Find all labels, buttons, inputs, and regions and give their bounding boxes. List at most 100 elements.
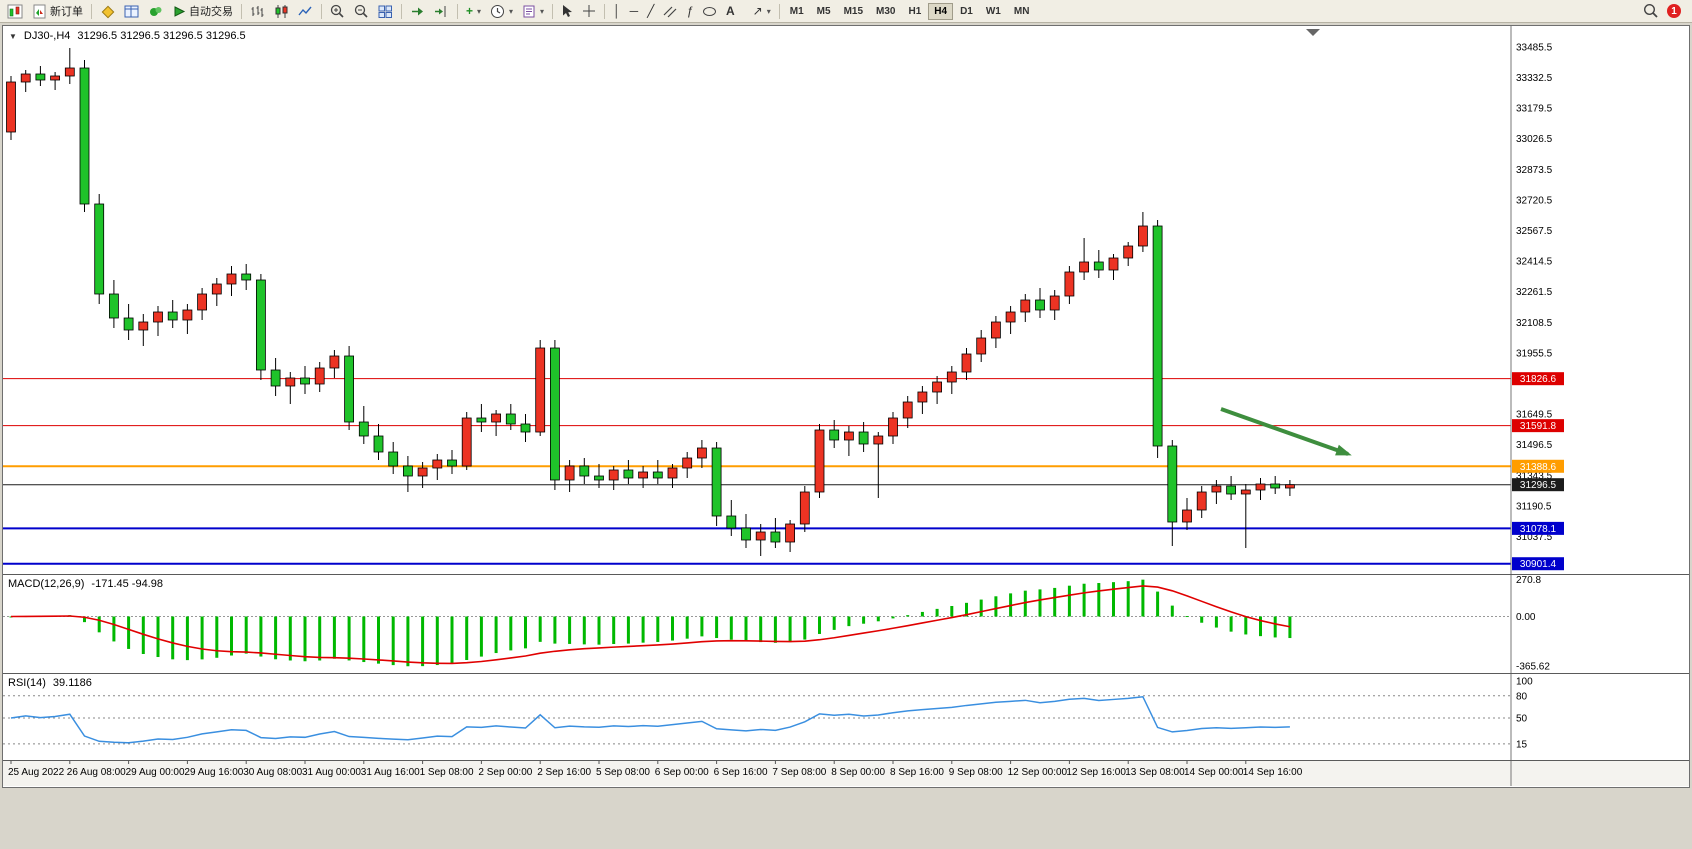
svg-text:80: 80 [1516, 691, 1528, 702]
svg-text:14 Sep 16:00: 14 Sep 16:00 [1243, 767, 1303, 778]
rsi-panel: 100 80 50 15 RSI(14) 39.1186 [3, 673, 1689, 760]
vertical-line-icon: │ [613, 4, 621, 18]
timeframe-m1-button[interactable]: M1 [789, 5, 804, 17]
horizontal-line-button[interactable]: ─ [626, 2, 643, 21]
search-icon[interactable] [1643, 3, 1659, 19]
price-axis[interactable]: 33485.5 33332.5 33179.5 33026.5 32873.5 32720… [1516, 42, 1553, 543]
toolbar-separator [321, 3, 322, 19]
svg-text:31037.5: 31037.5 [1516, 532, 1553, 543]
trendline-button[interactable]: ╱ [643, 2, 658, 21]
autotrading-button[interactable]: 自动交易 [168, 2, 237, 21]
svg-text:32414.5: 32414.5 [1516, 257, 1553, 268]
rsi-axis[interactable]: 100 80 50 15 [1516, 677, 1533, 751]
notification-badge[interactable]: 1 [1667, 4, 1681, 18]
text-button[interactable]: A [722, 2, 739, 21]
macd-chart[interactable]: 270.8 0.00 -365.62 [3, 575, 1691, 673]
svg-text:8 Sep 00:00: 8 Sep 00:00 [831, 767, 885, 778]
macd-title: MACD(12,26,9) -171.45 -94.98 [8, 578, 163, 590]
svg-text:8 Sep 16:00: 8 Sep 16:00 [890, 767, 944, 778]
svg-text:31826.6: 31826.6 [1520, 374, 1557, 385]
chevron-down-icon: ▾ [477, 6, 482, 16]
chart-shift-icon [435, 5, 446, 17]
svg-text:29 Aug 16:00: 29 Aug 16:00 [184, 767, 243, 778]
svg-text:32567.5: 32567.5 [1516, 226, 1553, 237]
metaeditor-icon [101, 5, 115, 18]
chevron-down-icon: ▾ [509, 6, 514, 16]
svg-text:33026.5: 33026.5 [1516, 134, 1553, 145]
svg-text:12 Sep 16:00: 12 Sep 16:00 [1066, 767, 1126, 778]
data-window-button[interactable] [120, 2, 143, 21]
svg-text:270.8: 270.8 [1516, 575, 1541, 586]
zoom-out-button[interactable] [350, 2, 373, 21]
svg-text:14 Sep 00:00: 14 Sep 00:00 [1184, 767, 1244, 778]
chevron-down-icon: ▾ [766, 6, 771, 16]
line-chart-button[interactable] [294, 2, 317, 21]
toolbar-separator [778, 3, 780, 19]
timeframe-mn-button[interactable]: MN [1013, 5, 1030, 17]
svg-text:32873.5: 32873.5 [1516, 165, 1553, 176]
macd-axis[interactable]: 270.8 0.00 -365.62 [1516, 575, 1550, 673]
candles [6, 48, 1295, 556]
svg-text:5 Sep 08:00: 5 Sep 08:00 [596, 767, 650, 778]
periods-button[interactable]: ▾ [486, 2, 517, 21]
svg-text:31078.1: 31078.1 [1520, 524, 1557, 535]
timeframe-m30-button[interactable]: M30 [876, 5, 896, 17]
text-label-button[interactable] [740, 2, 748, 21]
indicators-button[interactable]: + ▾ [462, 2, 485, 21]
vertical-line-button[interactable]: │ [609, 2, 625, 21]
text-icon: A [726, 4, 735, 18]
trend-arrow-annotation[interactable] [1220, 407, 1352, 456]
timeframe-d1-button[interactable]: D1 [960, 5, 973, 17]
toolbar-separator [241, 3, 242, 19]
arrows-button[interactable]: ↗ ▾ [749, 2, 775, 21]
channel-button[interactable] [659, 2, 681, 21]
shapes-button[interactable] [698, 2, 721, 21]
svg-text:9 Sep 08:00: 9 Sep 08:00 [949, 767, 1003, 778]
new-order-label: 新订单 [50, 6, 83, 18]
zoom-in-button[interactable] [326, 2, 349, 21]
time-axis-labels[interactable]: 25 Aug 2022 26 Aug 08:00 29 Aug 00:00 29 Au… [8, 761, 1303, 778]
macd-label: MACD(12,26,9) [8, 578, 85, 590]
svg-text:33332.5: 33332.5 [1516, 73, 1553, 84]
svg-text:6 Sep 16:00: 6 Sep 16:00 [714, 767, 768, 778]
price-chart[interactable]: 33485.5 33332.5 33179.5 33026.5 32873.5 32720… [3, 26, 1691, 574]
toolbar-separator [91, 3, 92, 19]
fibonacci-button[interactable]: ƒ [682, 2, 697, 21]
svg-text:25 Aug 2022: 25 Aug 2022 [8, 767, 65, 778]
chart-shift-button[interactable] [430, 2, 453, 21]
time-axis-panel: 25 Aug 2022 26 Aug 08:00 29 Aug 00:00 29 Au… [3, 760, 1689, 786]
svg-text:2 Sep 00:00: 2 Sep 00:00 [478, 767, 532, 778]
line-chart-icon [298, 6, 312, 15]
templates-button[interactable]: ▾ [518, 2, 548, 21]
chart-symbol-period: DJ30-,H4 [23, 30, 71, 42]
rsi-line [10, 695, 1290, 744]
auto-scroll-button[interactable] [406, 2, 429, 21]
metaeditor-button[interactable] [96, 2, 119, 21]
time-axis[interactable]: 25 Aug 2022 26 Aug 08:00 29 Aug 00:00 29 Au… [3, 761, 1691, 786]
new-order-button[interactable]: 新订单 [28, 2, 87, 21]
chart-shift-marker[interactable] [1306, 29, 1320, 36]
svg-text:7 Sep 08:00: 7 Sep 08:00 [772, 767, 826, 778]
svg-text:0.00: 0.00 [1516, 612, 1536, 623]
timeframe-h4-button[interactable]: H4 [928, 2, 954, 20]
cursor-button[interactable] [557, 2, 577, 21]
bar-chart-button[interactable] [246, 2, 269, 21]
candlestick-chart-button[interactable] [270, 2, 293, 21]
rsi-chart[interactable]: 100 80 50 15 [3, 674, 1691, 760]
new-chart-button[interactable] [3, 2, 27, 21]
svg-text:26 Aug 08:00: 26 Aug 08:00 [67, 767, 126, 778]
timeframe-m15-button[interactable]: M15 [843, 5, 864, 17]
community-button[interactable] [144, 2, 167, 21]
svg-text:100: 100 [1516, 677, 1533, 688]
timeframe-w1-button[interactable]: W1 [985, 5, 1001, 17]
data-window-icon [124, 5, 139, 17]
tile-windows-button[interactable] [374, 2, 397, 21]
timeframe-m5-button[interactable]: M5 [816, 5, 831, 17]
svg-text:32108.5: 32108.5 [1516, 318, 1553, 329]
zoom-in-icon [330, 4, 344, 18]
timeframe-h1-button[interactable]: H1 [908, 5, 922, 17]
crosshair-button[interactable] [578, 2, 600, 21]
channel-icon [663, 6, 677, 18]
one-click-trading-toggle[interactable]: ▼ [9, 31, 17, 41]
auto-scroll-icon [412, 7, 423, 15]
